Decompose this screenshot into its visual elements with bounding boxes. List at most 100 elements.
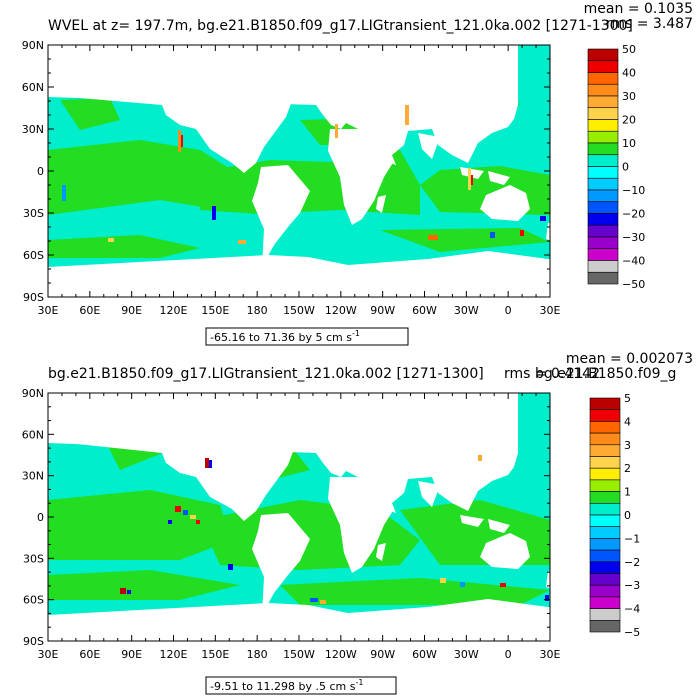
lat-label: 30S [23, 552, 44, 565]
colorbar-label: 0 [622, 161, 629, 174]
panel-1-colorbar [587, 48, 619, 285]
colorbar-swatch [589, 491, 621, 504]
panel-2-lon-labels: 30E 60E 90E 120E 150E 180 150W 120W 90W 60W 30W 0 30… [38, 648, 561, 661]
colorbar-label: −4 [624, 603, 640, 616]
colorbar-swatch [587, 248, 619, 261]
lon-label: 150E [201, 648, 229, 661]
lon-label: 90E [121, 648, 142, 661]
colorbar-swatch [589, 409, 621, 422]
colorbar-swatch [589, 397, 621, 410]
lon-label: 30E [540, 304, 561, 317]
colorbar-swatch [587, 60, 619, 73]
colorbar-label: −40 [622, 255, 645, 268]
colorbar-label: 0 [624, 509, 631, 522]
colorbar-swatch [589, 514, 621, 527]
colorbar-swatch [587, 48, 619, 62]
colorbar-swatch [589, 538, 621, 551]
colorbar-swatch [589, 561, 621, 574]
colorbar-swatch [589, 421, 621, 434]
lat-label: 30S [23, 207, 44, 220]
colorbar-label: 5 [624, 392, 631, 405]
colorbar-swatch [587, 189, 619, 203]
colorbar-label: 1 [624, 486, 631, 499]
colorbar-swatch [589, 502, 621, 516]
colorbar-swatch [587, 271, 619, 285]
panel-1-title: WVEL at z= 197.7m, bg.e21.B1850.f09_g17.… [48, 18, 633, 34]
panel-1-mean: mean = 0.1035 [584, 1, 693, 17]
lat-label: 60N [22, 81, 44, 94]
colorbar-label: 2 [624, 462, 631, 475]
panel-1: WVEL at z= 197.7m, bg.e21.B1850.f09_g17.… [22, 1, 693, 346]
colorbar-swatch [589, 432, 621, 446]
colorbar-label: 40 [622, 67, 636, 80]
panel-1-range: -65.16 to 71.36 by 5 cm s-1 [210, 329, 360, 344]
colorbar-label: 10 [622, 137, 636, 150]
colorbar-swatch [589, 608, 621, 621]
lat-label: 60N [22, 428, 44, 441]
colorbar-swatch [587, 224, 619, 238]
colorbar-label: −3 [624, 579, 640, 592]
panel-1-speckles [62, 105, 546, 244]
panel-1-map [48, 45, 550, 297]
panel-2-speckles [120, 455, 549, 604]
colorbar-swatch [587, 119, 619, 132]
colorbar-label: 20 [622, 114, 636, 127]
panel-1-colorbar-labels: 50 40 30 20 10 0 −10 −20 −30 −40 −50 [622, 43, 645, 291]
colorbar-label: −5 [624, 626, 640, 639]
colorbar-swatch [587, 107, 619, 120]
colorbar-swatch [589, 619, 621, 633]
lat-label: 90S [23, 635, 44, 648]
colorbar-swatch [587, 166, 619, 179]
colorbar-swatch [589, 444, 621, 457]
panel-1-ticks [47, 44, 551, 298]
colorbar-label: −20 [622, 208, 645, 221]
panel-2-rms: rms = 0.4142 [504, 366, 600, 382]
colorbar-label: −10 [622, 184, 645, 197]
lat-label: 60S [23, 249, 44, 262]
lat-label: 90N [22, 387, 44, 400]
colorbar-swatch [589, 584, 621, 598]
panel-2-colorbar [589, 397, 621, 633]
panel-2-lat-labels: 90N 60N 30N 0 30S 60S 90S [22, 387, 44, 648]
colorbar-label: 50 [622, 43, 636, 56]
panel-2-range: -9.51 to 11.298 by .5 cm s-1 [210, 678, 363, 693]
lon-label: 30E [540, 648, 561, 661]
colorbar-swatch [587, 130, 619, 144]
lon-label: 150W [283, 648, 315, 661]
colorbar-swatch [589, 549, 621, 563]
colorbar-label: −50 [622, 278, 645, 291]
lat-label: 60S [23, 594, 44, 607]
colorbar-swatch [589, 573, 621, 586]
lon-label: 30E [38, 304, 59, 317]
panel-2-overlap-text: bg.e21.B1850.f09_g [535, 366, 676, 382]
colorbar-label: −2 [624, 556, 640, 569]
panel-2: bg.e21.B1850.f09_g17.LIGtransient_121.0k… [22, 351, 693, 695]
panel-2-range-box [205, 676, 397, 695]
colorbar-swatch [587, 83, 619, 97]
colorbar-swatch [587, 142, 619, 156]
colorbar-swatch [587, 95, 619, 109]
colorbar-label: −30 [622, 231, 645, 244]
lon-label: 30E [38, 648, 59, 661]
panel-2-mean: mean = 0.002073 [566, 351, 693, 367]
lat-label: 30N [22, 470, 44, 483]
panel-2-map [48, 393, 550, 641]
lat-label: 0 [37, 511, 44, 524]
panel-1-rms: rms = 3.487 [606, 16, 693, 32]
lon-label: 90E [121, 304, 142, 317]
lon-label: 120E [160, 304, 188, 317]
lon-label: 150E [201, 304, 229, 317]
colorbar-label: 4 [624, 415, 631, 428]
colorbar-swatch [589, 467, 621, 481]
lon-label: 150W [283, 304, 315, 317]
colorbar-swatch [587, 154, 619, 167]
lon-label: 60E [79, 304, 100, 317]
lon-label: 90W [370, 648, 395, 661]
lat-label: 30N [22, 123, 44, 136]
panel-2-title: bg.e21.B1850.f09_g17.LIGtransient_121.0k… [48, 366, 484, 382]
colorbar-label: 3 [624, 439, 631, 452]
colorbar-swatch [587, 236, 619, 250]
colorbar-swatch [589, 456, 621, 469]
panel-2-ticks [47, 392, 551, 642]
